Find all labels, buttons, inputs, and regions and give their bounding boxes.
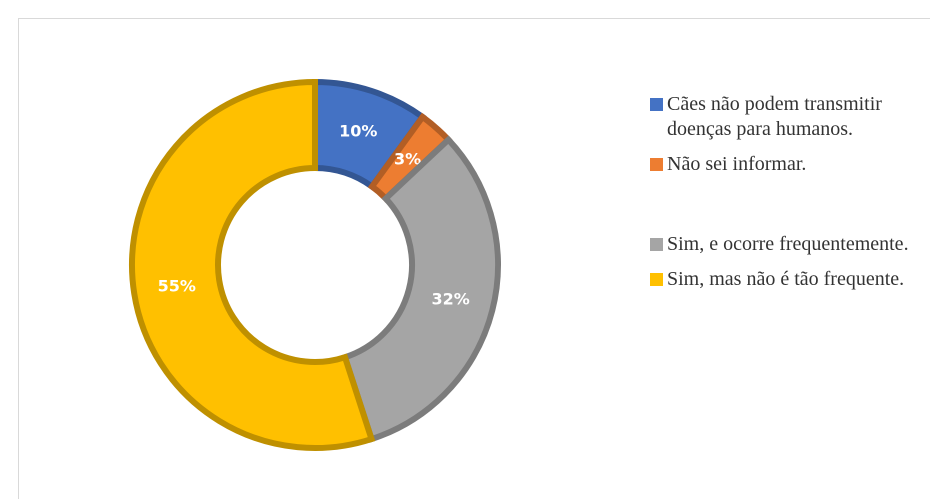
legend-swatch	[650, 98, 663, 111]
legend-label: Sim, mas não é tão frequente.	[667, 268, 905, 290]
legend: Cães não podem transmitir doenças para h…	[650, 92, 930, 292]
legend-label: Cães não podem transmitir doenças para h…	[667, 93, 882, 140]
legend-item: Sim, mas não é tão frequente.	[650, 267, 930, 292]
legend-item: Sim, e ocorre frequentemente.	[650, 232, 930, 257]
value-label: 3%	[394, 149, 421, 168]
value-label: 10%	[339, 121, 377, 140]
legend-item: Cães não podem transmitir doenças para h…	[650, 92, 930, 142]
legend-item: Não sei informar.	[650, 152, 930, 177]
chart-border	[18, 18, 930, 499]
legend-swatch	[650, 158, 663, 171]
value-label: 55%	[158, 276, 196, 295]
legend-swatch	[650, 238, 663, 251]
value-label: 32%	[431, 289, 469, 308]
legend-swatch	[650, 273, 663, 286]
legend-label: Não sei informar.	[667, 153, 807, 175]
legend-label: Sim, e ocorre frequentemente.	[667, 233, 909, 255]
donut-segment	[129, 78, 376, 451]
donut-segment	[341, 135, 501, 443]
